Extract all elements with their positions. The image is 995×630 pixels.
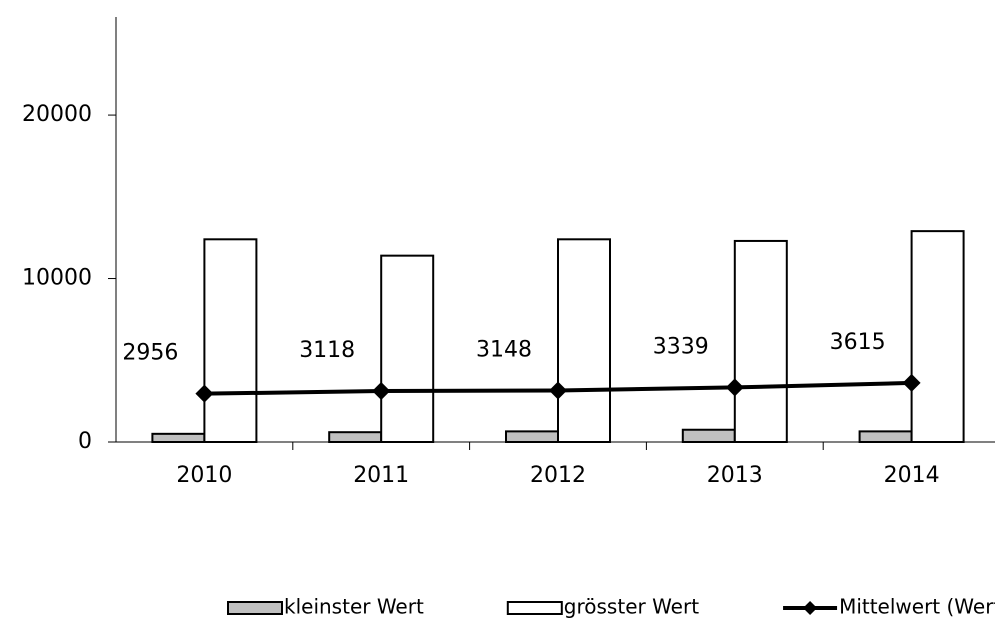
data-label: 3615 <box>830 330 886 355</box>
line-marker <box>902 373 921 392</box>
data-label: 3118 <box>299 338 355 363</box>
x-tick-label: 2013 <box>707 463 763 488</box>
y-tick-label: 0 <box>78 429 92 454</box>
data-label: 2956 <box>122 341 178 366</box>
x-tick-label: 2012 <box>530 463 586 488</box>
legend-marker <box>803 601 818 615</box>
bar <box>910 230 965 443</box>
x-tick-label: 2011 <box>353 463 409 488</box>
bar <box>380 254 435 443</box>
bar <box>505 430 559 443</box>
legend-label: grösster Wert <box>564 595 699 619</box>
legend-swatch <box>506 601 563 615</box>
bar <box>328 431 383 444</box>
x-tick-label: 2014 <box>884 463 940 488</box>
y-tick-label: 10000 <box>22 266 92 291</box>
bar <box>733 239 788 443</box>
bar <box>151 432 206 444</box>
legend-label: Mittelwert (Wertangabe) <box>839 595 995 619</box>
line-marker <box>372 382 391 401</box>
x-tick-label: 2010 <box>176 463 232 488</box>
bar <box>681 428 736 444</box>
legend-swatch <box>227 601 283 615</box>
legend-label: kleinster Wert <box>284 595 424 619</box>
line-marker <box>549 381 567 400</box>
line-marker <box>195 384 214 403</box>
bar <box>557 238 611 443</box>
bar <box>858 430 913 443</box>
y-tick-label: 20000 <box>22 102 92 127</box>
bar <box>203 238 258 443</box>
data-label: 3148 <box>476 338 532 363</box>
data-label: 3339 <box>653 334 709 359</box>
line-marker <box>725 378 744 397</box>
